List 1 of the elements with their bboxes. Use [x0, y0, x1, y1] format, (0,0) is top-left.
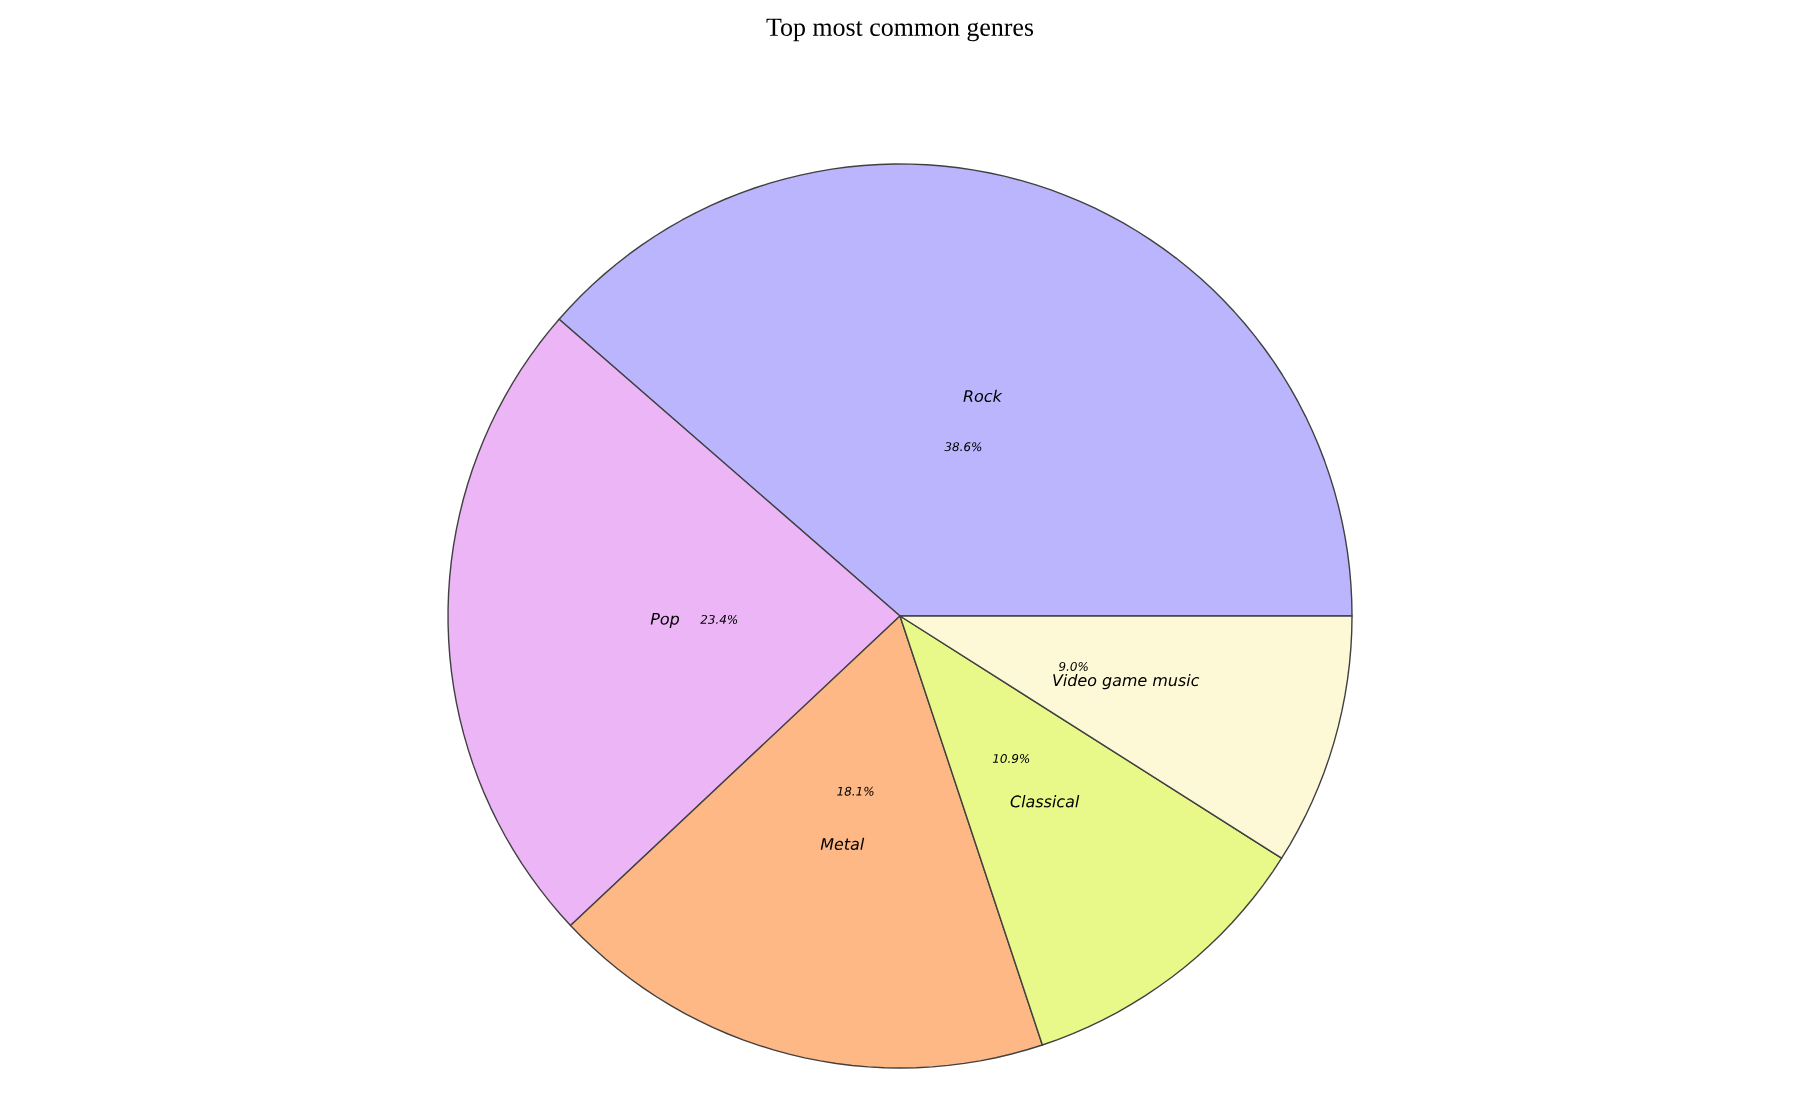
chart-title: Top most common genres	[766, 18, 1034, 42]
